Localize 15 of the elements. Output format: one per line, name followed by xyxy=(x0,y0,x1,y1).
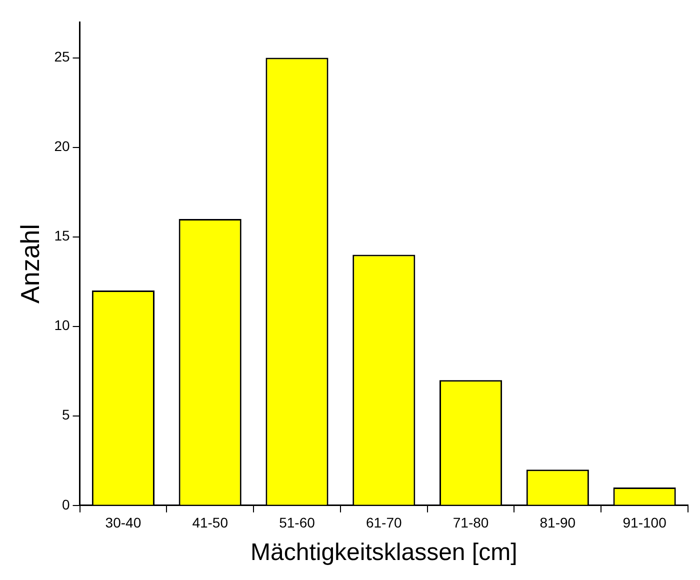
y-tick-label: 20 xyxy=(54,138,70,154)
y-tick-label: 5 xyxy=(62,406,70,423)
y-tick-label: 10 xyxy=(54,317,70,334)
y-axis-title: Anzahl xyxy=(14,224,45,304)
y-tick-label: 25 xyxy=(54,48,70,65)
x-tick-label: 61-70 xyxy=(366,514,402,531)
x-tick-label: 41-50 xyxy=(192,514,228,531)
y-tick-label: 0 xyxy=(62,496,70,512)
x-tick-label: 51-60 xyxy=(279,514,316,531)
x-tick-label: 91-100 xyxy=(622,514,667,531)
x-tick-label: 30-40 xyxy=(105,514,142,531)
y-tick-label: 15 xyxy=(54,228,70,244)
x-tick-label: 71-80 xyxy=(452,514,489,531)
x-axis-title: Mächtigkeitsklassen [cm] xyxy=(250,539,518,566)
x-tick-label: 81-90 xyxy=(540,514,576,531)
